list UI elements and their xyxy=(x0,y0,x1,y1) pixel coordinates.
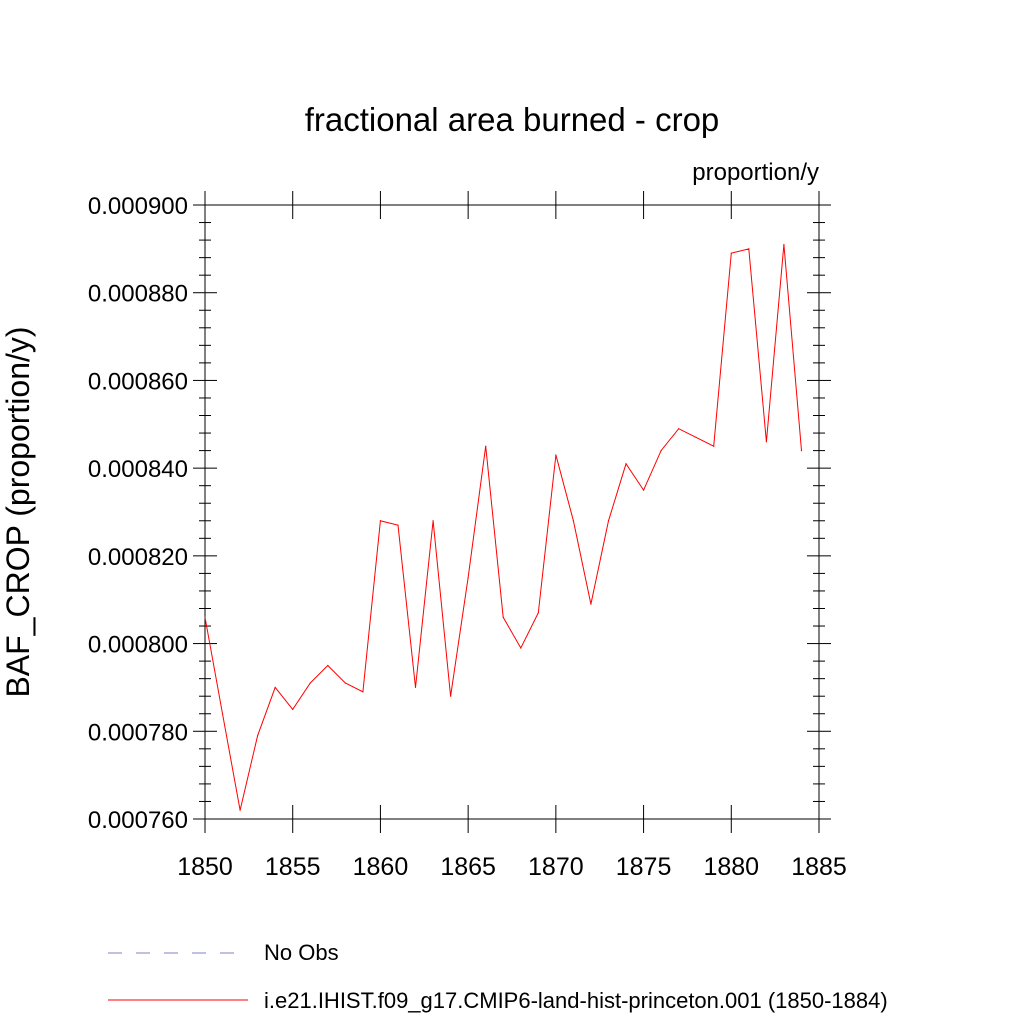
series-line xyxy=(204,244,802,811)
data-point xyxy=(642,489,645,491)
data-point xyxy=(572,520,575,522)
data-point xyxy=(450,695,452,697)
data-point xyxy=(257,735,259,737)
x-tick-label: 1870 xyxy=(528,853,584,881)
data-point xyxy=(748,248,750,250)
data-point xyxy=(625,463,627,465)
data-point xyxy=(292,708,294,710)
x-tick-label: 1875 xyxy=(616,853,672,881)
y-tick-label: 0.000760 xyxy=(88,807,188,834)
y-tick-label: 0.000820 xyxy=(88,544,188,571)
legend-no-obs-label: No Obs xyxy=(264,940,339,965)
data-point xyxy=(765,441,767,443)
chart-title: fractional area burned - crop xyxy=(305,101,720,138)
units-label: proportion/y xyxy=(692,159,819,186)
data-point xyxy=(344,682,346,684)
x-axis-ticks: 1850 1855 1860 1865 1870 1875 1880 1885 xyxy=(177,191,847,881)
data-point xyxy=(467,577,469,579)
data-point xyxy=(397,524,399,526)
x-tick-label: 1865 xyxy=(440,853,496,881)
data-point xyxy=(485,445,487,447)
y-tick-label: 0.000800 xyxy=(88,632,188,659)
y-tick-label: 0.000900 xyxy=(88,193,188,220)
data-point xyxy=(239,809,241,811)
data-point xyxy=(660,450,662,452)
series-layer xyxy=(204,243,803,811)
data-point xyxy=(414,686,417,689)
x-tick-label: 1850 xyxy=(177,853,233,881)
x-tick-label: 1880 xyxy=(703,853,759,881)
data-point xyxy=(204,616,206,618)
data-point xyxy=(555,454,557,456)
data-point xyxy=(379,520,382,522)
data-point xyxy=(432,520,434,522)
data-point xyxy=(274,686,276,689)
data-point xyxy=(678,428,680,430)
x-tick-label: 1885 xyxy=(791,853,847,881)
data-point xyxy=(607,520,610,522)
data-point xyxy=(730,252,732,254)
data-point xyxy=(309,682,311,684)
y-tick-label: 0.000780 xyxy=(88,719,188,746)
data-point xyxy=(327,664,329,667)
data-point xyxy=(362,691,364,693)
y-tick-label: 0.000840 xyxy=(88,456,188,483)
y-tick-label: 0.000860 xyxy=(88,368,188,395)
data-point xyxy=(221,713,224,715)
data-point xyxy=(502,616,504,618)
data-point xyxy=(520,647,522,649)
data-point xyxy=(695,436,697,439)
plot-frame xyxy=(204,204,820,820)
data-point xyxy=(590,603,592,605)
x-tick-label: 1860 xyxy=(353,853,409,881)
data-point xyxy=(537,612,539,614)
data-point xyxy=(783,243,785,246)
legend-series-label: i.e21.IHIST.f09_g17.CMIP6-land-hist-prin… xyxy=(264,988,888,1013)
data-point xyxy=(713,445,715,447)
data-point xyxy=(800,450,803,452)
y-tick-label: 0.000880 xyxy=(88,281,188,308)
x-tick-label: 1855 xyxy=(265,853,321,881)
y-axis-label: BAF_CROP (proportion/y) xyxy=(0,326,36,697)
legend: No Obs i.e21.IHIST.f09_g17.CMIP6-land-hi… xyxy=(108,940,888,1013)
y-axis-ticks: 0.000760 0.000780 0.000800 0.000820 0.000840… xyxy=(88,193,831,834)
